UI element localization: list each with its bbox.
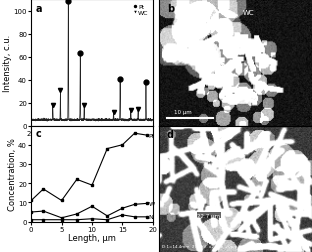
Text: b: b (167, 4, 174, 14)
Text: Pt: Pt (149, 133, 155, 138)
Text: 10 μm: 10 μm (174, 109, 192, 114)
Text: 22.7 μm: 22.7 μm (197, 213, 220, 218)
Text: D:1=14.4mm  20.0kV  x2.99k  20μm: D:1=14.4mm 20.0kV x2.99k 20μm (162, 244, 237, 248)
Y-axis label: Concentration, %: Concentration, % (8, 138, 17, 210)
Text: c: c (36, 129, 42, 139)
Text: WC: WC (217, 10, 255, 22)
Y-axis label: Intensity, c.u.: Intensity, c.u. (3, 35, 12, 91)
Text: a: a (36, 4, 42, 14)
X-axis label: 2θ, deg: 2θ, deg (76, 138, 108, 146)
Text: W: W (149, 201, 155, 206)
Text: Pt: Pt (221, 64, 242, 74)
X-axis label: Length, μm: Length, μm (68, 233, 116, 242)
Legend: Pt, WC: Pt, WC (132, 3, 150, 18)
Text: d: d (167, 130, 174, 140)
Text: Ni: Ni (149, 214, 155, 219)
